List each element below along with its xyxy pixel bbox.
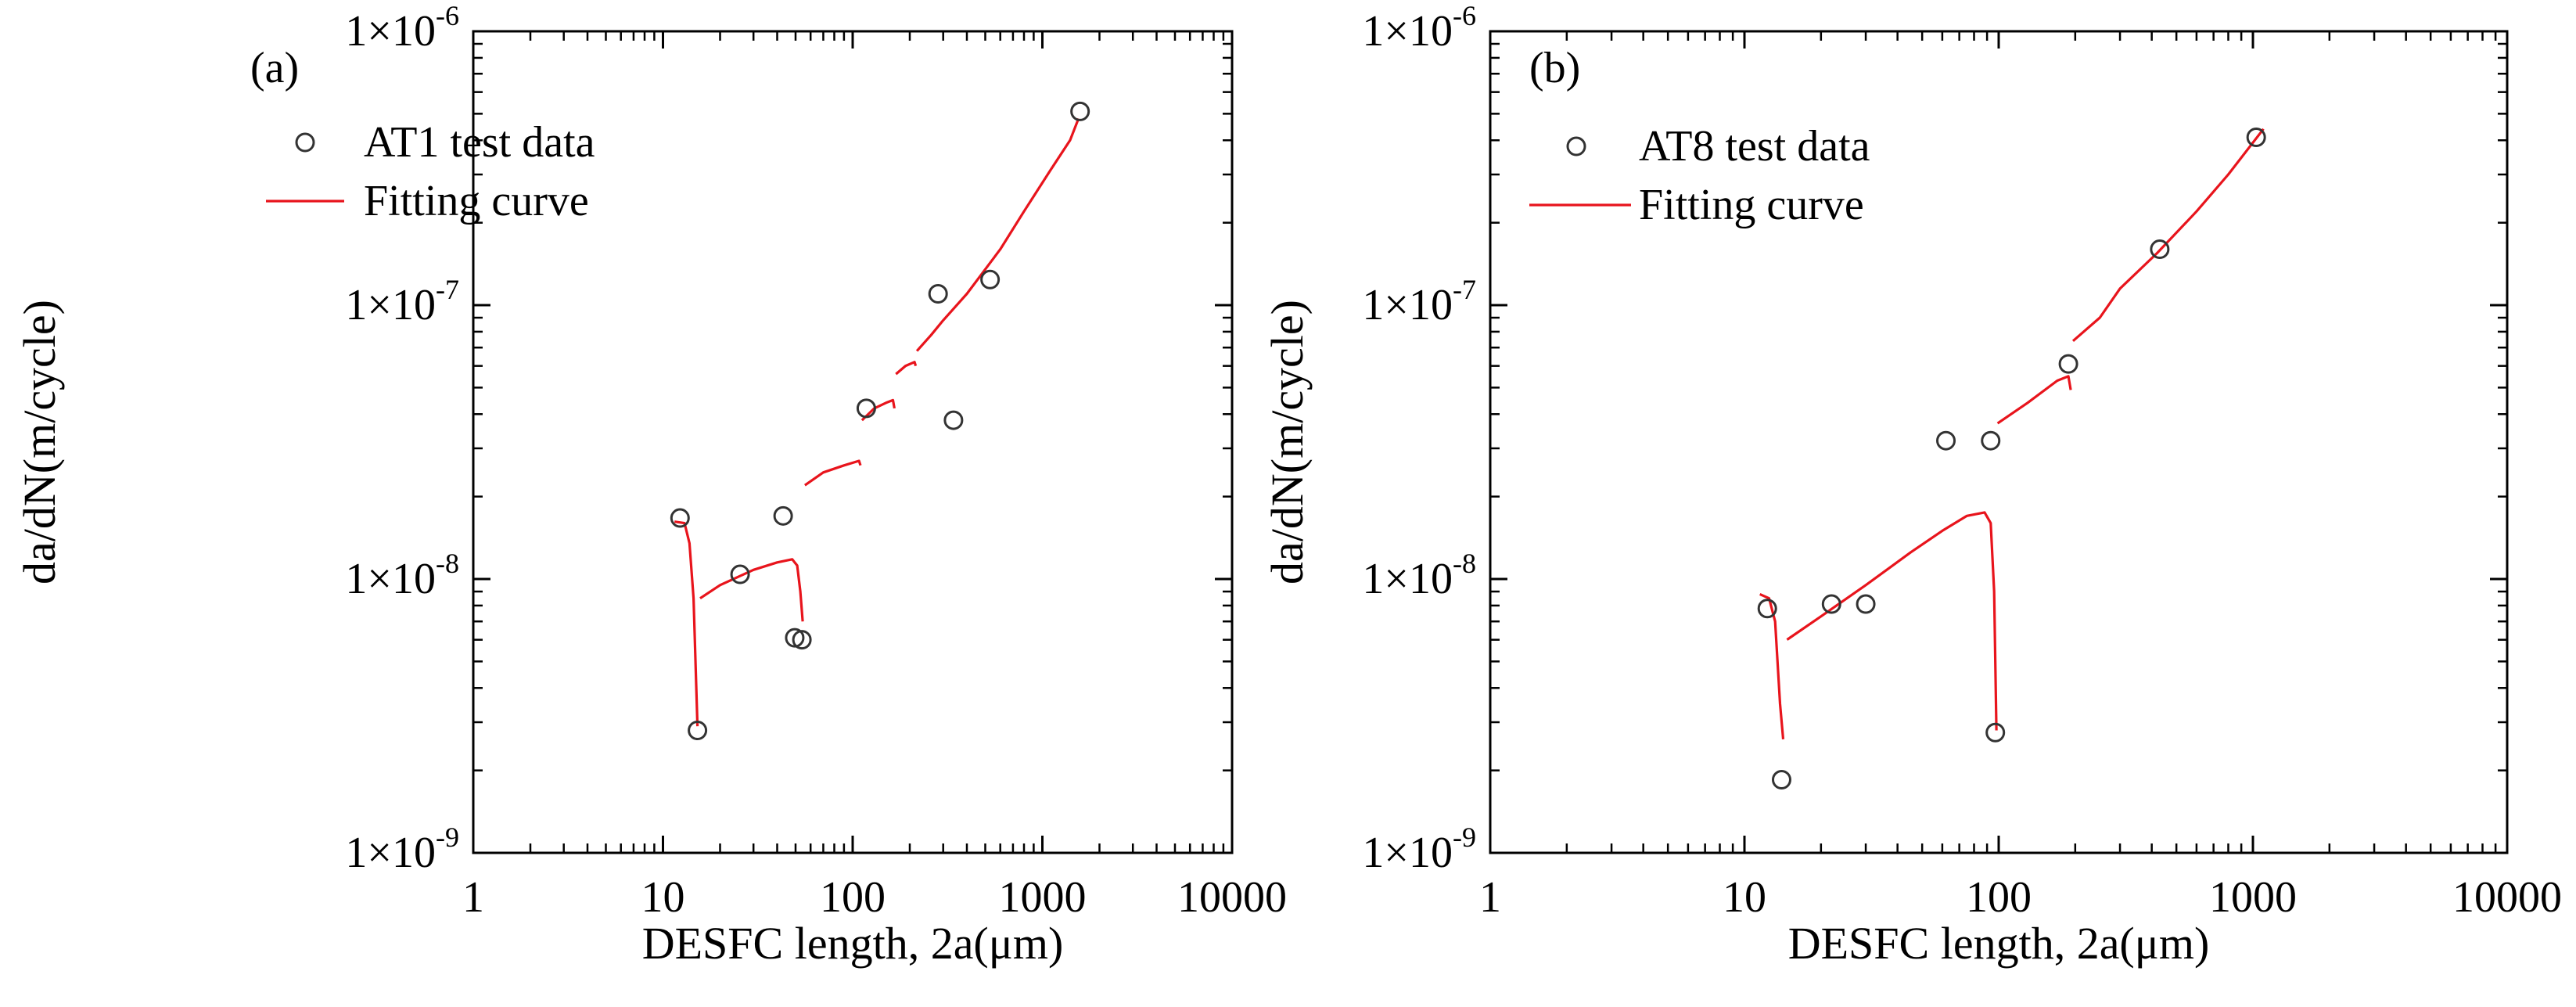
y-tick-label: 1×10-6 bbox=[1362, 0, 1476, 56]
data-point bbox=[980, 269, 1001, 290]
fit-curve-segment bbox=[1759, 592, 1785, 739]
data-point bbox=[1981, 430, 2001, 451]
fit-curve-segment bbox=[1786, 511, 1998, 731]
chart-panels: 1 10 100 1000 100001×10-91×10-81×10-71×10-6D… bbox=[14, 0, 2562, 969]
data-point bbox=[2246, 128, 2266, 148]
y-tick-base: 1×10 bbox=[345, 281, 436, 329]
x-axis-title: DESFC length, 2a(μm) bbox=[642, 918, 1064, 969]
data-point bbox=[730, 564, 750, 584]
fit-curve-segment bbox=[1996, 375, 2072, 425]
y-tick-label: 1×10-9 bbox=[1362, 822, 1476, 877]
panel-label: (a) bbox=[250, 44, 299, 92]
legend-label-fitting-curve: Fitting curve bbox=[364, 177, 589, 225]
x-tick-label: 1000 bbox=[999, 873, 1087, 922]
y-axis-title: da/dN(m/cycle) bbox=[1262, 300, 1313, 584]
x-tick-label: 1 bbox=[462, 873, 484, 922]
legend: AT1 test data Fitting curve bbox=[266, 118, 595, 225]
x-tick-label: 10 bbox=[1723, 873, 1766, 922]
y-tick-exponent: -8 bbox=[1453, 548, 1476, 579]
y-tick-label: 1×10-8 bbox=[1362, 548, 1476, 603]
legend-label-fitting-curve: Fitting curve bbox=[1639, 181, 1864, 229]
y-tick-base: 1×10 bbox=[1362, 829, 1453, 877]
x-tick-label: 100 bbox=[820, 873, 886, 922]
fit-curve-segment bbox=[860, 398, 896, 422]
y-tick-base: 1×10 bbox=[345, 7, 436, 56]
data-point bbox=[670, 508, 690, 528]
chart-panel-b: 1 10 100 1000 100001×10-91×10-81×10-71×10-6D… bbox=[1262, 0, 2562, 969]
data-point bbox=[1821, 594, 1841, 614]
y-axis-title: da/dN(m/cycle) bbox=[14, 300, 65, 584]
y-tick-exponent: -6 bbox=[436, 0, 459, 31]
y-tick-exponent: -9 bbox=[436, 822, 459, 853]
fit-curve-segment bbox=[674, 520, 699, 727]
data-point bbox=[1856, 594, 1876, 614]
legend-marker-test-data bbox=[1566, 136, 1586, 156]
data-point bbox=[2150, 239, 2170, 260]
data-point bbox=[1070, 101, 1090, 121]
fit-curve-segment bbox=[699, 558, 804, 622]
y-tick-label: 1×10-8 bbox=[345, 548, 459, 603]
y-tick-exponent: -6 bbox=[1453, 0, 1476, 31]
data-point bbox=[2058, 354, 2078, 374]
data-point bbox=[792, 630, 812, 650]
y-tick-label: 1×10-9 bbox=[345, 822, 459, 877]
y-tick-base: 1×10 bbox=[345, 555, 436, 603]
data-point bbox=[856, 398, 876, 419]
y-tick-exponent: -7 bbox=[436, 274, 459, 305]
y-tick-exponent: -8 bbox=[436, 548, 459, 579]
y-tick-label: 1×10-7 bbox=[1362, 274, 1476, 329]
fit-curve-segment bbox=[2071, 128, 2265, 343]
legend-label-test-data: AT1 test data bbox=[364, 118, 595, 167]
y-tick-exponent: -9 bbox=[1453, 822, 1476, 853]
x-tick-label: 1 bbox=[1479, 873, 1501, 922]
chart-panel-a: 1 10 100 1000 100001×10-91×10-81×10-71×10-6D… bbox=[14, 0, 1287, 969]
fit-curve-segment bbox=[915, 118, 1080, 352]
x-axis-title: DESFC length, 2a(μm) bbox=[1788, 918, 2210, 969]
data-point bbox=[1985, 722, 2006, 743]
y-tick-exponent: -7 bbox=[1453, 274, 1476, 305]
y-tick-base: 1×10 bbox=[345, 829, 436, 877]
fit-curve-segment bbox=[895, 361, 918, 376]
y-tick-base: 1×10 bbox=[1362, 281, 1453, 329]
y-tick-label: 1×10-6 bbox=[345, 0, 459, 56]
data-point bbox=[928, 284, 948, 304]
legend-marker-test-data bbox=[295, 132, 315, 153]
data-point bbox=[1936, 430, 1956, 451]
data-point bbox=[773, 505, 793, 526]
legend: AT8 test data Fitting curve bbox=[1529, 122, 1870, 229]
fit-curve-segment bbox=[803, 459, 862, 487]
y-tick-label: 1×10-7 bbox=[345, 274, 459, 329]
legend-label-test-data: AT8 test data bbox=[1639, 122, 1870, 171]
panel-label: (b) bbox=[1529, 44, 1580, 92]
data-point bbox=[688, 720, 708, 740]
x-tick-label: 10000 bbox=[2452, 873, 2562, 922]
x-tick-label: 100 bbox=[1966, 873, 2032, 922]
x-tick-label: 10000 bbox=[1177, 873, 1287, 922]
y-tick-base: 1×10 bbox=[1362, 7, 1453, 56]
data-point bbox=[1771, 769, 1791, 789]
x-tick-label: 1000 bbox=[2209, 873, 2297, 922]
data-point bbox=[1757, 599, 1777, 619]
y-tick-base: 1×10 bbox=[1362, 555, 1453, 603]
x-tick-label: 10 bbox=[641, 873, 685, 922]
data-point bbox=[943, 410, 964, 430]
